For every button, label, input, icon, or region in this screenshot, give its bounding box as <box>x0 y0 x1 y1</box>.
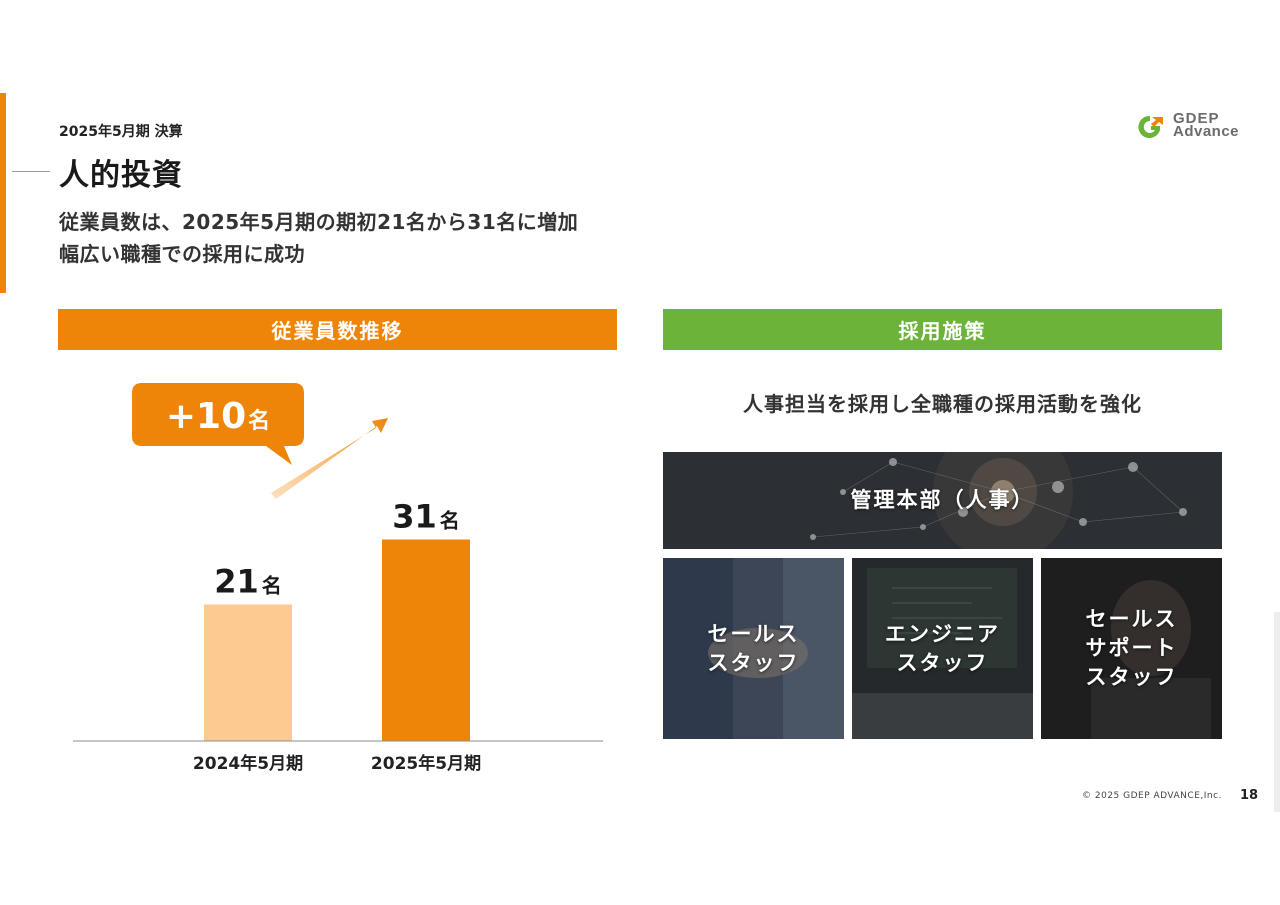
bar-1 <box>204 604 292 741</box>
category-label-1: 2024年5月期 <box>193 753 303 774</box>
callout-number: +10 <box>166 396 246 437</box>
employee-trend-header: 従業員数推移 <box>58 309 617 350</box>
employee-count-chart: +10名 21 名 2024年5月期 31 名 2025年5月期 <box>73 383 603 774</box>
data-label-1: 21 名 <box>214 563 282 601</box>
subtitle-line-2: 幅広い職種での採用に成功 <box>59 242 305 266</box>
growth-arrow-icon <box>271 418 388 499</box>
breadcrumb: 2025年5月期 決算 <box>59 124 183 140</box>
category-label-2: 2025年5月期 <box>371 753 481 774</box>
panel-sales-staff-label: セールス スタッフ <box>707 621 800 675</box>
logo-text-line2: Advance <box>1173 123 1240 140</box>
panel-admin-hr: 管理本部（人事） <box>663 452 1222 549</box>
panel-sales-staff: セールス スタッフ <box>663 558 844 739</box>
title-rule <box>12 171 50 172</box>
panel-engineer-staff-label: エンジニア スタッフ <box>885 621 1000 675</box>
increase-callout: +10名 <box>132 383 304 465</box>
headset-photo <box>1041 558 1222 739</box>
panel-sales-support-staff: セールス サポート スタッフ <box>1041 558 1222 739</box>
recruitment-headline: 人事担当を採用し全職種の採用活動を強化 <box>743 392 1142 416</box>
company-logo: GDEP Advance <box>1136 110 1261 142</box>
copyright: © 2025 GDEP ADVANCE,Inc. <box>1082 791 1222 801</box>
page-number: 18 <box>1240 788 1259 803</box>
data-label-2: 31 名 <box>392 498 460 536</box>
network-illustration <box>663 452 1222 549</box>
logo-mark-icon <box>1138 115 1163 138</box>
handshake-photo <box>663 558 844 739</box>
bar-2 <box>382 539 470 741</box>
edge-strip <box>1274 612 1280 812</box>
keyboard-photo <box>852 558 1033 739</box>
page-title: 人的投資 <box>59 158 183 193</box>
logo-text-line1: GDEP <box>1173 110 1220 127</box>
callout-bubble <box>132 383 304 465</box>
callout-unit: 名 <box>248 408 270 434</box>
panel-sales-support-staff-label: セールス サポート スタッフ <box>1085 607 1178 689</box>
panel-engineer-staff: エンジニア スタッフ <box>852 558 1033 739</box>
svg-text:+10名: +10名 <box>166 396 270 437</box>
accent-bar <box>0 93 6 293</box>
recruitment-header: 採用施策 <box>663 309 1222 350</box>
panel-admin-hr-label: 管理本部（人事） <box>850 488 1035 512</box>
subtitle-line-1: 従業員数は、2025年5月期の期初21名から31名に増加 <box>59 210 579 234</box>
